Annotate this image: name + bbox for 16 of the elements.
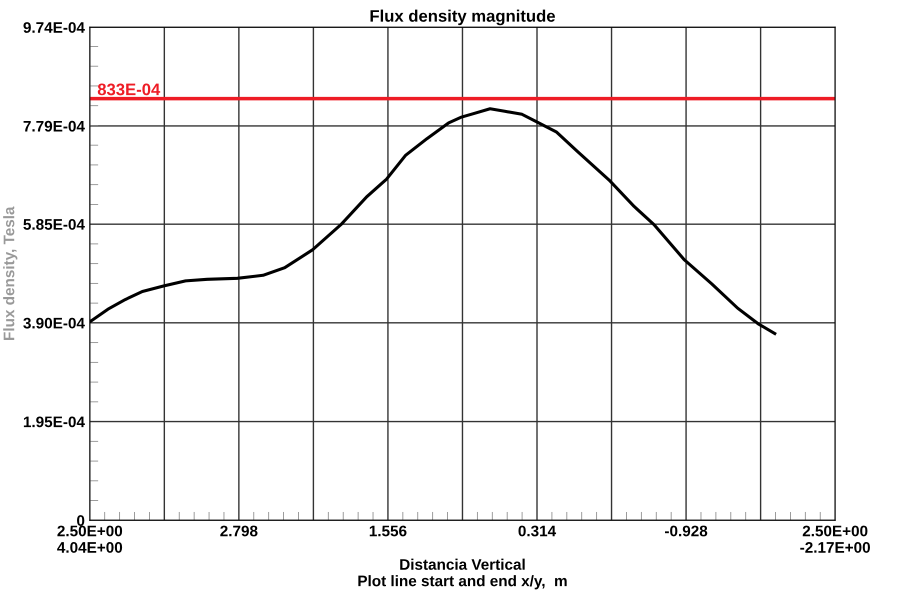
x-tick-label: 2.798 [220,526,258,536]
y-tick-label: 1.95E-04 [24,416,85,428]
y-tick-label: 5.85E-04 [23,219,85,230]
y-tick-label: 3.90E-04 [23,318,85,329]
x-axis-title: Distancia Vertical Plot line start and end x/y, m [358,558,567,590]
x-tick-label: -0.928 [665,526,708,536]
x-tick-label: 2.50E+00 -2.17E+00 [800,526,870,553]
y-tick-label: 7.79E-04 [24,120,85,132]
y-tick-label: 0 [77,515,84,526]
chart-title: Flux density magnitude [370,10,555,26]
x-tick-label: 0.314 [518,526,556,536]
x-tick-label: 2.50E+00 4.04E+00 [57,526,122,553]
x-tick-label: 1.556 [370,526,406,536]
ref-line-label: 833E-04 [98,84,160,96]
y-axis-title: Flux density, Tesla [3,206,18,340]
y-tick-label: 9.74E-04 [23,22,85,33]
